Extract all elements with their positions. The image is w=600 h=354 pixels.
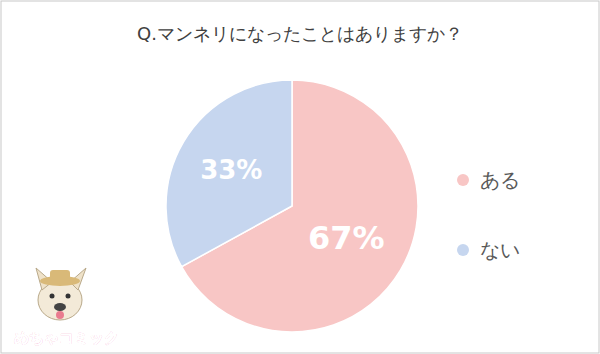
logo-text: めちゃコミック xyxy=(14,329,119,347)
pie-slice xyxy=(166,80,292,267)
data-labels: 67% 33% xyxy=(200,155,384,257)
data-label: 67% xyxy=(308,219,385,257)
legend-marker xyxy=(457,244,469,256)
frame xyxy=(1,1,599,353)
data-label: 33% xyxy=(200,155,262,185)
chart-container: Q.マンネリになったことはありますか？ 67% 33% あるないめちゃコミック xyxy=(0,0,600,354)
chart-svg: Q.マンネリになったことはありますか？ 67% 33% あるないめちゃコミック xyxy=(0,0,600,354)
pie xyxy=(166,80,418,332)
logo-dog-nose xyxy=(54,303,66,311)
logo-dog-eye xyxy=(66,294,71,299)
logo-dog-hat xyxy=(50,270,70,281)
legend-label: ある xyxy=(480,168,520,192)
title: Q.マンネリになったことはありますか？ xyxy=(137,23,463,44)
legend: あるない xyxy=(457,168,520,262)
legend-label: ない xyxy=(480,238,520,262)
logo-dog-tongue xyxy=(56,311,64,319)
logo: めちゃコミック xyxy=(14,268,119,347)
logo-dog-eye xyxy=(50,294,55,299)
legend-marker xyxy=(457,174,469,186)
